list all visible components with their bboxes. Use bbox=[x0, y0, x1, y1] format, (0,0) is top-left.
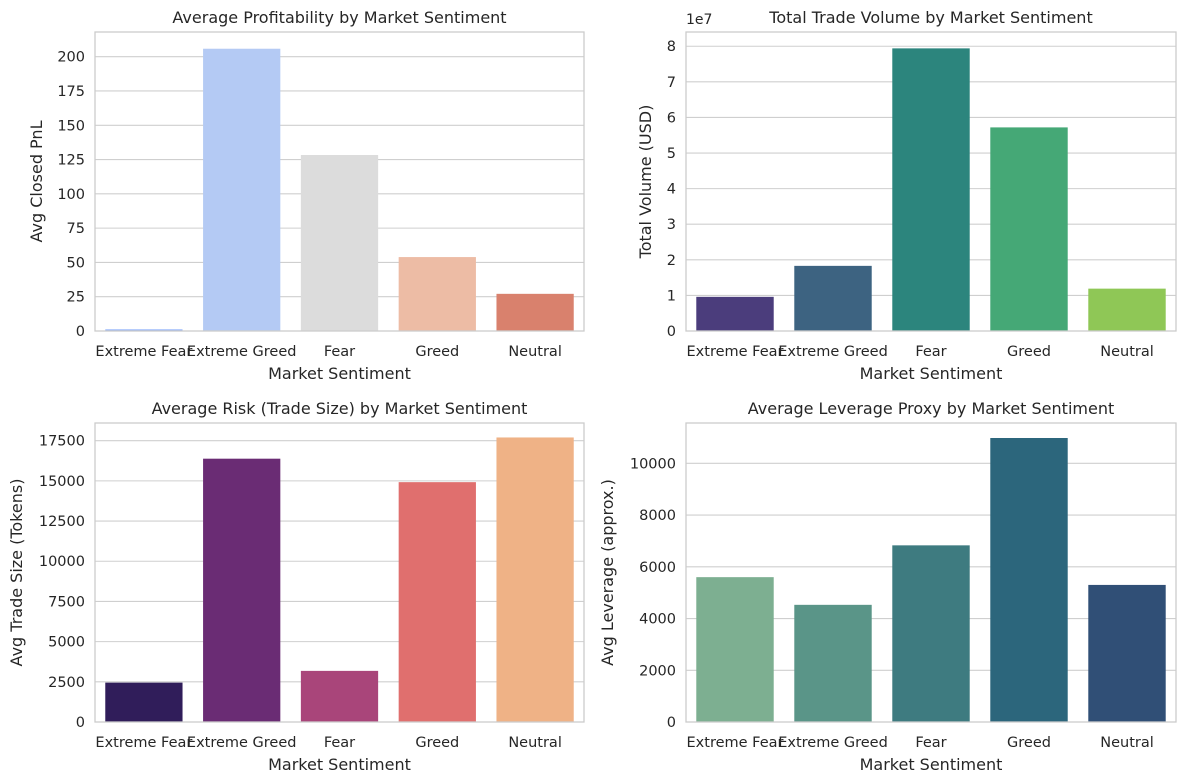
y-axis-label: Avg Trade Size (Tokens) bbox=[7, 479, 26, 667]
bar bbox=[794, 265, 872, 331]
bar bbox=[398, 257, 476, 331]
plot-frame bbox=[685, 422, 1177, 723]
chart-title: Average Leverage Proxy by Market Sentime… bbox=[748, 399, 1114, 418]
bar bbox=[203, 48, 281, 331]
bar bbox=[300, 670, 379, 722]
bar bbox=[105, 682, 183, 722]
x-tick-label: Fear bbox=[324, 344, 355, 360]
chart-title: Total Trade Volume by Market Sentiment bbox=[768, 8, 1092, 27]
y-tick-label: 1 bbox=[667, 288, 676, 304]
y-tick-label: 100 bbox=[57, 187, 85, 203]
y-tick-label: 4000 bbox=[639, 612, 676, 628]
y-tick-label: 2500 bbox=[48, 675, 85, 691]
bar bbox=[892, 48, 970, 331]
bar bbox=[300, 155, 379, 331]
bar bbox=[203, 458, 281, 722]
y-tick-label: 7500 bbox=[48, 594, 85, 610]
x-tick-label: Greed bbox=[415, 735, 459, 751]
plot-frame bbox=[94, 31, 585, 332]
bar bbox=[398, 482, 476, 722]
y-tick-label: 25 bbox=[67, 290, 85, 306]
x-axis-label: Market Sentiment bbox=[268, 755, 411, 774]
x-tick-label: Neutral bbox=[508, 735, 562, 751]
panel-total-trade-volume: Total Trade Volume by Market Sentiment M… bbox=[636, 8, 1177, 383]
x-tick-label: Fear bbox=[915, 344, 946, 360]
x-axis-label: Market Sentiment bbox=[860, 364, 1003, 383]
x-tick-label: Greed bbox=[1007, 735, 1051, 751]
x-tick-label: Extreme Fear bbox=[687, 735, 784, 751]
x-tick-label: Fear bbox=[324, 735, 355, 751]
bar bbox=[892, 545, 970, 722]
y-tick-label: 15000 bbox=[39, 474, 85, 490]
y-tick-label: 10000 bbox=[39, 554, 85, 570]
y-tick-label: 8 bbox=[667, 39, 676, 55]
y-tick-label: 3 bbox=[667, 217, 676, 233]
y-tick-label: 12500 bbox=[39, 514, 85, 530]
x-tick-label: Neutral bbox=[1100, 735, 1154, 751]
panel-avg-profitability: Average Profitability by Market Sentimen… bbox=[27, 8, 585, 383]
plot-frame bbox=[685, 31, 1177, 332]
y-tick-label: 0 bbox=[76, 324, 85, 340]
x-tick-label: Extreme Fear bbox=[95, 344, 192, 360]
x-axis-label: Market Sentiment bbox=[860, 755, 1003, 774]
bar bbox=[696, 577, 774, 722]
bar bbox=[105, 329, 183, 331]
x-tick-label: Extreme Greed bbox=[778, 344, 888, 360]
panel-avg-leverage: Average Leverage Proxy by Market Sentime… bbox=[598, 399, 1177, 774]
y-tick-label: 8000 bbox=[639, 508, 676, 524]
x-tick-label: Fear bbox=[915, 735, 946, 751]
x-tick-label: Extreme Greed bbox=[187, 344, 297, 360]
y-tick-label: 75 bbox=[67, 221, 85, 237]
y-tick-label: 6 bbox=[667, 110, 676, 126]
y-tick-label: 0 bbox=[667, 324, 676, 340]
y-tick-label: 2 bbox=[667, 253, 676, 269]
chart-title: Average Risk (Trade Size) by Market Sent… bbox=[152, 399, 528, 418]
bar bbox=[990, 127, 1068, 332]
y-axis-label: Avg Closed PnL bbox=[27, 120, 46, 242]
y-tick-label: 175 bbox=[57, 84, 85, 100]
x-tick-label: Extreme Fear bbox=[687, 344, 784, 360]
y-tick-label: 50 bbox=[67, 255, 85, 271]
y-tick-label: 0 bbox=[667, 715, 676, 731]
bar bbox=[496, 437, 574, 722]
x-tick-label: Neutral bbox=[508, 344, 562, 360]
bar bbox=[1088, 288, 1166, 331]
x-tick-label: Neutral bbox=[1100, 344, 1154, 360]
y-tick-label: 4 bbox=[667, 182, 676, 198]
y-tick-label: 7 bbox=[667, 75, 676, 91]
y-tick-label: 0 bbox=[76, 715, 85, 731]
x-tick-label: Extreme Greed bbox=[187, 735, 297, 751]
x-axis-label: Market Sentiment bbox=[268, 364, 411, 383]
y-tick-label: 125 bbox=[57, 153, 85, 169]
chart-title: Average Profitability by Market Sentimen… bbox=[172, 8, 506, 27]
y-tick-label: 5000 bbox=[48, 635, 85, 651]
y-tick-label: 17500 bbox=[39, 434, 85, 450]
x-tick-label: Extreme Fear bbox=[95, 735, 192, 751]
y-offset-label: 1e7 bbox=[686, 12, 712, 28]
y-tick-label: 2000 bbox=[639, 663, 676, 679]
x-tick-label: Greed bbox=[1007, 344, 1051, 360]
bar bbox=[794, 604, 872, 722]
bar bbox=[990, 438, 1068, 722]
x-tick-label: Greed bbox=[415, 344, 459, 360]
y-tick-label: 5 bbox=[667, 146, 676, 162]
bar bbox=[696, 296, 774, 331]
y-axis-label: Avg Leverage (approx.) bbox=[598, 479, 617, 666]
x-tick-label: Extreme Greed bbox=[778, 735, 888, 751]
bar bbox=[1088, 584, 1166, 722]
y-axis-label: Total Volume (USD) bbox=[636, 105, 655, 260]
bar bbox=[496, 293, 574, 331]
y-tick-label: 10000 bbox=[630, 456, 676, 472]
y-tick-label: 150 bbox=[57, 118, 85, 134]
panel-avg-risk: Average Risk (Trade Size) by Market Sent… bbox=[7, 399, 585, 774]
y-tick-label: 6000 bbox=[639, 560, 676, 576]
plot-frame bbox=[94, 422, 585, 723]
y-tick-label: 200 bbox=[57, 50, 85, 66]
